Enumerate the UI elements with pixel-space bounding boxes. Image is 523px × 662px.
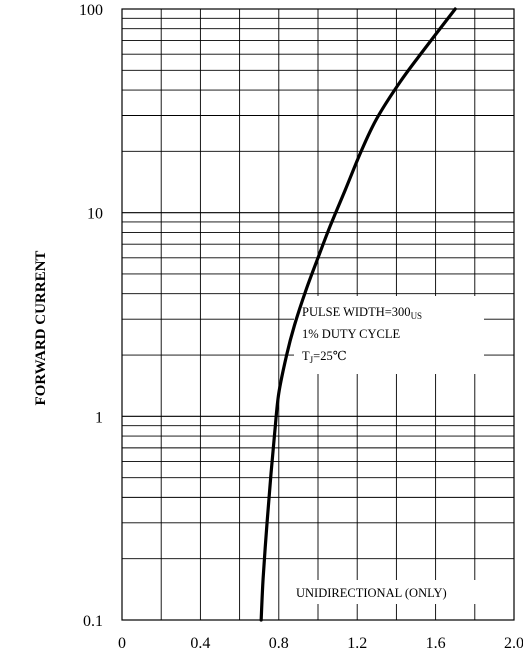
x-tick-label: 0.4 [190,635,210,652]
y-tick-label: 1 [95,409,103,426]
grid [122,9,514,621]
axes [121,8,515,621]
y-tick-label: 0.1 [83,613,103,630]
annotation-box [294,296,484,374]
curve-layer [259,7,457,622]
y-axis-label: FORWARD CURRENT [33,251,49,406]
forward-current-curve [259,7,457,622]
x-tick-label: 0 [118,635,126,652]
x-tick-labels: 0 0.4 0.8 1.2 1.6 2.0 [118,635,523,652]
x-tick-label: 2.0 [504,635,523,652]
x-tick-label: 0.8 [269,635,289,652]
annotation-duty-cycle: 1% DUTY CYCLE [302,327,401,341]
annotation-temperature: TJ=25℃ [302,349,347,365]
y-tick-label: 100 [79,2,103,19]
y-tick-label: 10 [87,206,103,223]
plot-frame [121,8,515,621]
annotation-pulse-width: PULSE WIDTH=300US [302,305,422,321]
note-box [292,580,486,604]
x-tick-label: 1.2 [347,635,367,652]
y-tick-labels: 0.1 1 10 100 [79,2,103,630]
x-tick-label: 1.6 [426,635,446,652]
annotation-unidirectional: UNIDIRECTIONAL (ONLY) [296,586,447,600]
